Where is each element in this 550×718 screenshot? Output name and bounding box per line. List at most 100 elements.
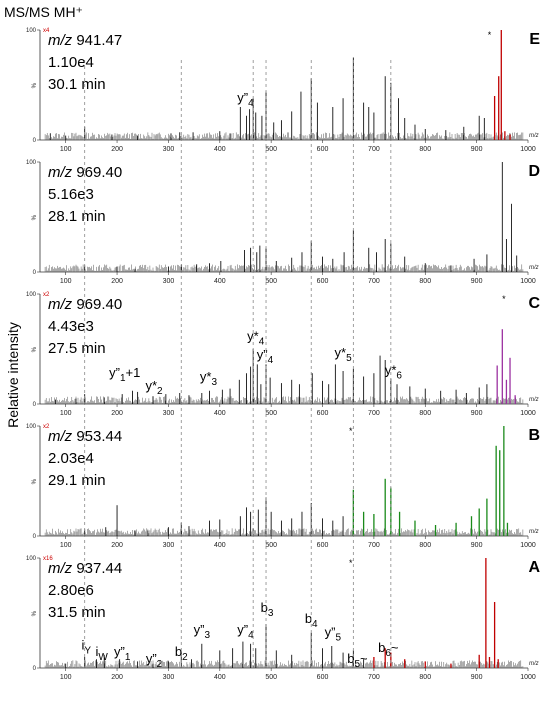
peak-annotation: iY (81, 638, 91, 657)
x-tick-label: 400 (214, 278, 226, 285)
peak-annotation: y*3 (200, 369, 218, 388)
x-tick-label: 500 (265, 410, 277, 417)
y-tick-label: 100 (26, 556, 37, 562)
x-tick-label: 200 (111, 410, 123, 417)
x-tick-label: 200 (111, 278, 123, 285)
precursor-mz: m/z 937.44 (48, 560, 122, 577)
y-mid-label: % (32, 346, 38, 352)
mz-value: 969.40 (72, 164, 122, 181)
precursor-mz: m/z 969.40 (48, 164, 122, 181)
annotation-subscript: 6 (385, 648, 391, 659)
precursor-marker: * (349, 558, 353, 568)
x-tick-label: 1000 (520, 146, 536, 153)
y-mid-label: % (32, 610, 38, 616)
annotation-text: y” (194, 622, 205, 637)
base-intensity: 1.10e4 (48, 54, 94, 71)
x-tick-label: 200 (111, 146, 123, 153)
annotation-text: b (347, 651, 354, 666)
x-tick-label: 100 (60, 146, 72, 153)
annotation-subscript: Y (84, 646, 91, 657)
annotation-subscript: 5 (335, 632, 341, 643)
annotation-text: y” (146, 651, 157, 666)
panel-letter: C (528, 295, 540, 312)
magnification-label: x16 (43, 556, 53, 562)
x-axis-unit: m/z (529, 397, 539, 403)
peak-annotation: y”4 (237, 622, 254, 641)
peak-annotation: y*2 (145, 378, 163, 397)
y-tick-label: 0 (33, 666, 37, 672)
annotation-subscript: 4 (248, 630, 254, 641)
base-intensity: 4.43e3 (48, 318, 94, 335)
figure-title: MS/MS MH⁺ (4, 4, 83, 20)
x-tick-label: 700 (368, 410, 380, 417)
annotation-subscript: 3 (268, 608, 274, 619)
x-tick-label: 600 (317, 674, 329, 681)
y-tick-label: 0 (33, 138, 37, 144)
peak-annotation: b6~ (378, 640, 399, 659)
precursor-mz: m/z 953.44 (48, 428, 122, 445)
annotation-subscript: 4 (312, 619, 318, 630)
annotation-subscript: W (98, 652, 108, 663)
mz-symbol: m/z (48, 32, 73, 49)
x-axis-unit: m/z (529, 265, 539, 271)
x-tick-label: 400 (214, 146, 226, 153)
x-tick-label: 900 (471, 674, 483, 681)
precursor-marker: * (502, 294, 506, 304)
peak-annotation: y”4 (237, 90, 254, 109)
x-tick-label: 400 (214, 674, 226, 681)
peak-annotation: y”3 (194, 622, 211, 641)
peak-annotation: y”1 (114, 644, 131, 663)
mz-symbol: m/z (48, 164, 73, 181)
x-tick-label: 300 (163, 674, 175, 681)
annotation-subscript: 1 (125, 652, 131, 663)
annotation-text: y* (200, 369, 212, 384)
x-tick-label: 300 (163, 410, 175, 417)
peak-annotation: y*4 (247, 329, 265, 348)
annotation-text: y” (109, 365, 120, 380)
x-tick-label: 1000 (520, 410, 536, 417)
x-tick-label: 700 (368, 278, 380, 285)
y-tick-label: 100 (26, 160, 37, 166)
base-intensity: 5.16e3 (48, 186, 94, 203)
y-tick-label: 0 (33, 270, 37, 276)
x-tick-label: 200 (111, 674, 123, 681)
annotation-text: y* (335, 345, 347, 360)
peak-annotation: y”5 (325, 624, 342, 643)
y-axis-label: Relative intensity (5, 322, 21, 428)
magnification-label: x4 (43, 28, 50, 34)
x-tick-label: 600 (317, 278, 329, 285)
retention-time: 27.5 min (48, 340, 106, 357)
annotation-text: y” (325, 624, 336, 639)
mz-value: 953.44 (72, 428, 122, 445)
x-tick-label: 500 (265, 146, 277, 153)
annotation-subscript: 1 (120, 373, 126, 384)
peak-annotation: b4 (305, 611, 318, 630)
x-axis-unit: m/z (529, 133, 539, 139)
y-tick-label: 100 (26, 292, 37, 298)
y-mid-label: % (32, 214, 38, 220)
x-tick-label: 700 (368, 146, 380, 153)
annotation-text: b (175, 644, 182, 659)
annotation-text: y” (237, 622, 248, 637)
annotation-text: y” (237, 90, 248, 105)
x-tick-label: 500 (265, 278, 277, 285)
panel-letter: E (529, 31, 540, 48)
x-tick-label: 500 (265, 674, 277, 681)
annotation-text: b (305, 611, 312, 626)
x-tick-label: 900 (471, 410, 483, 417)
peak-annotation: b3 (261, 600, 274, 619)
panel-letter: D (528, 163, 540, 180)
peak-annotation: y”4 (257, 347, 274, 366)
precursor-marker: * (349, 426, 353, 436)
x-tick-label: 100 (60, 410, 72, 417)
annotation-subscript: 2 (182, 652, 188, 663)
retention-time: 30.1 min (48, 76, 106, 93)
annotation-subscript: 5 (354, 659, 360, 670)
magnification-label: x2 (43, 292, 50, 298)
peak-annotation: iW (95, 644, 108, 663)
annotation-subscript: 4 (268, 355, 274, 366)
